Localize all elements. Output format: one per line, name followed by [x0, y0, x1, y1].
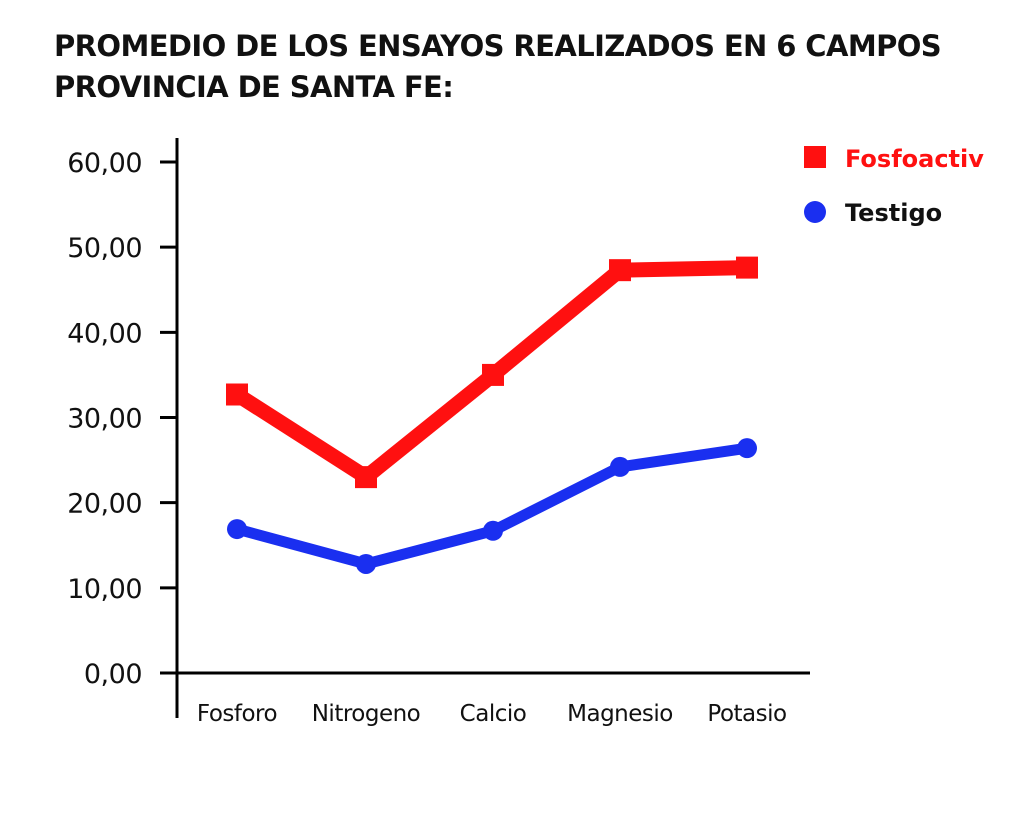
axes: 0,00 10,00 20,00 30,00 40,00 50,00 60,00 Fosfor… [67, 138, 810, 727]
series-layer [226, 256, 758, 574]
data-point-square [482, 363, 504, 386]
y-tick-label: 10,00 [67, 574, 142, 605]
x-category-label: Potasio [707, 701, 786, 727]
data-point-circle [483, 520, 503, 541]
series-testigo [227, 438, 757, 574]
x-category-label: Calcio [460, 701, 527, 727]
data-point-circle [227, 519, 247, 540]
series-fosfoactiv [226, 256, 758, 489]
data-point-square [609, 259, 631, 282]
data-point-circle [356, 553, 376, 574]
x-category-label: Magnesio [567, 701, 673, 727]
chart-title: PROMEDIO DE LOS ENSAYOS REALIZADOS EN 6 … [54, 26, 974, 108]
data-point-square [355, 466, 377, 489]
chart-title-line-2: PROVINCIA DE SANTA FE: [54, 70, 454, 104]
y-tick-label: 40,00 [67, 318, 142, 349]
series-line [231, 442, 753, 570]
legend-label: Fosfoactiv [845, 145, 984, 173]
legend-label: Testigo [845, 199, 942, 227]
x-category-label: Fosforo [197, 701, 277, 727]
y-tick-label: 60,00 [67, 148, 142, 179]
chart-title-line-1: PROMEDIO DE LOS ENSAYOS REALIZADOS EN 6 … [54, 29, 942, 63]
legend-item: Testigo [804, 199, 942, 227]
legend-item: Fosfoactiv [804, 145, 984, 173]
data-point-square [736, 256, 758, 279]
y-tick-label: 30,00 [67, 404, 142, 435]
y-tick-label: 50,00 [67, 233, 142, 264]
data-point-square [226, 383, 248, 406]
y-tick-label: 0,00 [84, 659, 142, 690]
y-tick-label: 20,00 [67, 489, 142, 520]
x-category-label: Nitrogeno [312, 701, 421, 727]
legend: Fosfoactiv Testigo [804, 145, 984, 227]
data-point-circle [610, 456, 630, 477]
data-point-circle [737, 438, 757, 459]
legend-square-marker [804, 146, 826, 168]
legend-circle-marker [804, 201, 826, 223]
